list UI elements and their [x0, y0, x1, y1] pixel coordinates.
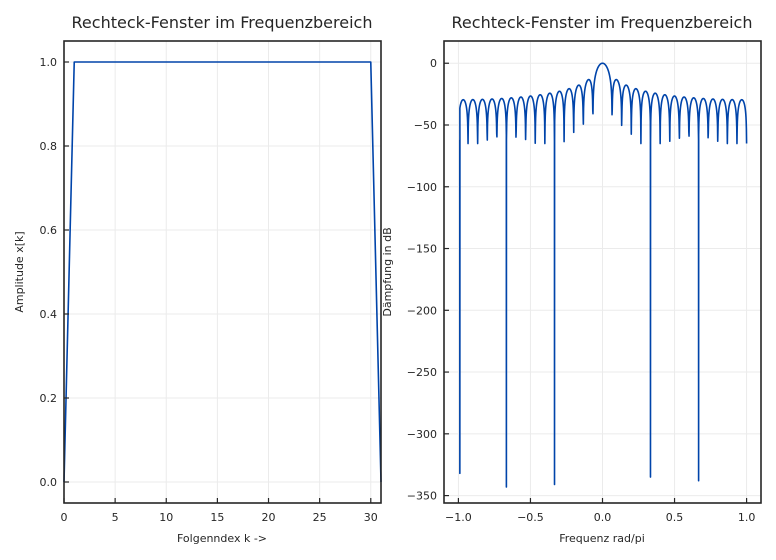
left-y-axis-label: Amplitude x[k]: [13, 231, 26, 312]
right-grid: [444, 41, 761, 503]
left-y-tick-label: 0.6: [40, 224, 58, 237]
right-y-tick-label: −200: [407, 304, 437, 317]
right-y-tick-label: −250: [407, 366, 437, 379]
left-x-tick-label: 25: [313, 511, 327, 524]
left-x-tick-label: 15: [210, 511, 224, 524]
right-chart: −1.0 −0.5 0.0 0.5 1.0 0 −50 −100 −150 −200 −250 −30…: [381, 13, 762, 545]
right-x-tick-label: 0.5: [666, 511, 684, 524]
left-chart-title: Rechteck-Fenster im Frequenzbereich: [72, 13, 373, 32]
right-y-tick-label: −50: [414, 119, 437, 132]
left-grid: [63, 41, 381, 503]
left-axes-frame: [63, 40, 382, 504]
right-y-tick-label: −150: [407, 243, 437, 256]
left-y-tick-label: 1.0: [40, 56, 58, 69]
left-chart: 0 5 10 15 20 25 30 0.0 0.2 0.4 0.6 0.8 1.0 Rechteck-…: [13, 13, 382, 545]
right-y-tick-label: −350: [407, 490, 437, 503]
right-x-axis-label: Frequenz rad/pi: [559, 532, 645, 545]
right-y-tick-label: −300: [407, 428, 437, 441]
right-x-tick-label: −1.0: [445, 511, 472, 524]
left-x-tick-label: 10: [159, 511, 173, 524]
right-series-line: [458, 62, 748, 488]
right-x-tick-label: −0.5: [517, 511, 544, 524]
left-x-tick-label: 20: [262, 511, 276, 524]
right-y-tick-label: −100: [407, 181, 437, 194]
left-x-tick-label: 0: [61, 511, 68, 524]
left-x-tick-label: 5: [112, 511, 119, 524]
left-x-tick-label: 30: [364, 511, 378, 524]
right-y-axis-label: Dämpfung in dB: [381, 227, 394, 316]
left-x-axis-label: Folgenndex k ->: [177, 532, 267, 545]
right-chart-title: Rechteck-Fenster im Frequenzbereich: [452, 13, 753, 32]
left-y-tick-label: 0.4: [40, 308, 58, 321]
left-y-tick-label: 0.8: [40, 140, 58, 153]
left-series-line: [63, 61, 382, 483]
right-x-tick-label: 0.0: [594, 511, 612, 524]
right-y-tick-label: 0: [430, 57, 437, 70]
left-y-tick-label: 0.0: [40, 476, 58, 489]
right-x-tick-label: 1.0: [738, 511, 756, 524]
left-ticks: 0 5 10 15 20 25 30 0.0 0.2 0.4 0.6 0.8 1.0: [40, 56, 378, 524]
right-ticks: −1.0 −0.5 0.0 0.5 1.0 0 −50 −100 −150 −200 −250 −30…: [407, 57, 756, 524]
left-y-tick-label: 0.2: [40, 392, 58, 405]
